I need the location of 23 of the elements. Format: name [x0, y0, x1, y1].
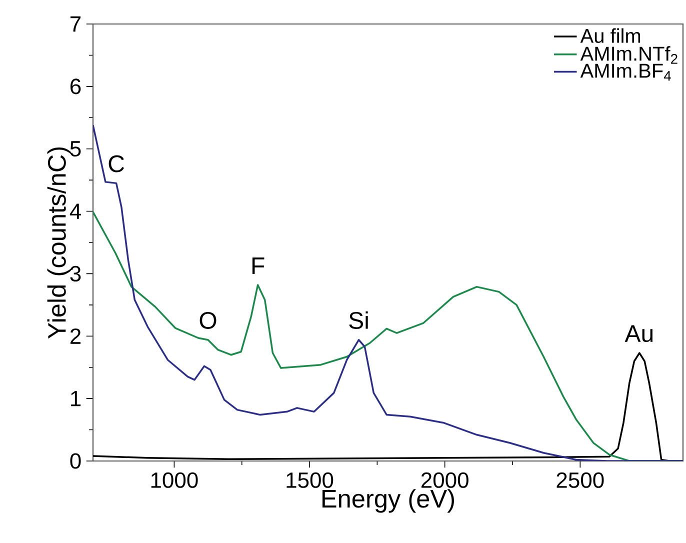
- y-tick-label: 4: [70, 204, 81, 219]
- y-tick-label: 5: [70, 141, 81, 157]
- legend-label: AMIm.BF$_{4}$: [580, 64, 671, 81]
- legend-label: Au film: [580, 28, 640, 43]
- y-tick-label: 2: [70, 328, 81, 344]
- annotation: F: [252, 257, 264, 274]
- x-tick-label: 2000: [421, 472, 468, 488]
- x-tick-label: 2500: [556, 472, 604, 488]
- y-tick-label: 0: [70, 453, 81, 469]
- y-axis-title: Yield (counts/nC): [47, 147, 71, 339]
- y-tick-label: 1: [71, 390, 81, 406]
- legend-label: AMIm.NTf$_{2}$: [580, 46, 678, 64]
- annotation: Au: [624, 325, 653, 342]
- x-tick-label: 1500: [286, 472, 334, 488]
- y-tick-label: 3: [70, 266, 81, 282]
- y-tick-label: 6: [70, 78, 81, 94]
- x-axis-title: Energy (eV): [322, 489, 454, 513]
- x-tick-label: 1000: [151, 472, 198, 488]
- annotation: Si: [349, 311, 368, 329]
- line-series: [93, 124, 683, 461]
- annotation: O: [200, 312, 216, 329]
- y-tick-label: 7: [70, 16, 81, 32]
- annotation: C: [108, 155, 124, 172]
